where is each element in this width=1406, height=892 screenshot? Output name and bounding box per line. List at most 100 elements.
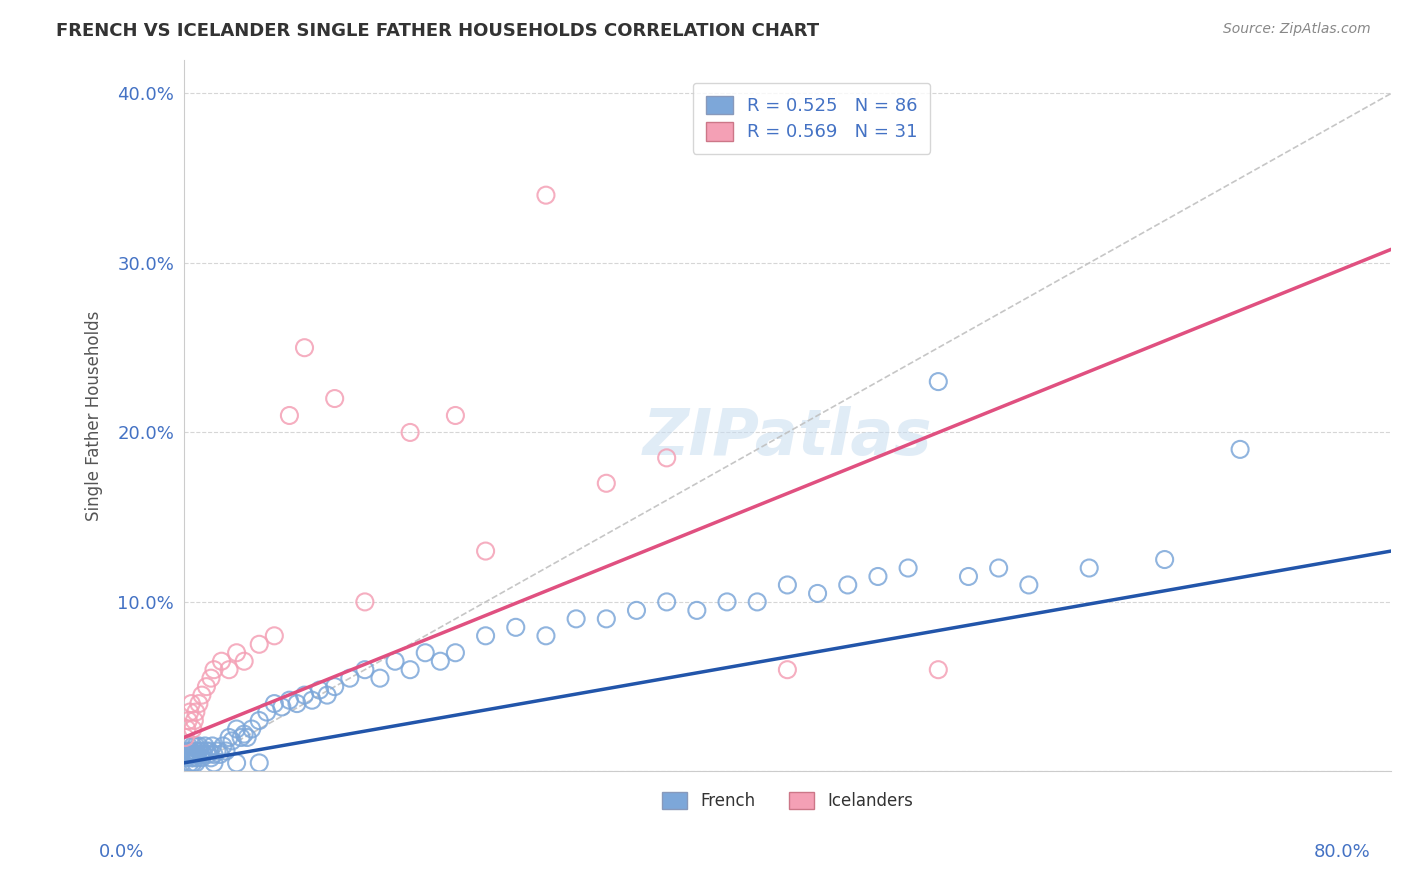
Point (806, 586, 828, 600)
Point (187, 739, 209, 753)
Point (181, 722, 204, 736)
Point (339, 671, 361, 685)
Point (184, 747, 207, 762)
Point (987, 561, 1010, 575)
Point (202, 747, 225, 762)
Point (200, 751, 222, 765)
Point (202, 663, 225, 677)
Point (236, 731, 259, 745)
Text: Source: ZipAtlas.com: Source: ZipAtlas.com (1223, 22, 1371, 37)
Point (208, 747, 231, 762)
Point (205, 744, 228, 758)
Point (278, 693, 301, 707)
Point (197, 747, 219, 762)
Point (247, 637, 270, 651)
Point (198, 744, 221, 758)
Point (247, 756, 270, 770)
Point (354, 663, 377, 677)
Point (270, 700, 292, 714)
Point (181, 747, 204, 762)
Point (565, 612, 588, 626)
Point (177, 714, 200, 728)
Point (225, 722, 247, 736)
Point (474, 629, 496, 643)
Point (429, 654, 451, 668)
Point (399, 425, 422, 440)
Point (191, 744, 214, 758)
Point (957, 569, 980, 583)
Point (595, 612, 617, 626)
Point (183, 744, 205, 758)
Point (183, 751, 205, 765)
Point (176, 722, 198, 736)
Point (256, 705, 278, 719)
Point (218, 663, 240, 677)
Point (180, 697, 202, 711)
Point (177, 744, 200, 758)
Point (174, 747, 197, 762)
Point (399, 663, 422, 677)
Point (221, 734, 243, 748)
Point (747, 595, 769, 609)
Point (263, 697, 285, 711)
Point (776, 578, 799, 592)
Point (897, 561, 920, 575)
Point (187, 744, 209, 758)
Point (179, 705, 201, 719)
Point (534, 629, 557, 643)
Point (534, 188, 557, 202)
Point (294, 688, 316, 702)
Point (308, 683, 330, 698)
Point (233, 654, 256, 668)
Point (323, 392, 346, 406)
Point (716, 595, 738, 609)
Point (927, 663, 949, 677)
Point (776, 663, 799, 677)
Point (183, 714, 205, 728)
Point (278, 409, 301, 423)
Point (177, 739, 200, 753)
Point (202, 756, 225, 770)
Point (444, 646, 467, 660)
Point (233, 727, 256, 741)
Point (215, 744, 238, 758)
Point (368, 671, 391, 685)
Point (927, 375, 949, 389)
Point (354, 595, 377, 609)
Point (294, 341, 316, 355)
Point (184, 739, 207, 753)
Point (225, 646, 247, 660)
Point (285, 697, 308, 711)
Point (193, 747, 215, 762)
Point (1153, 552, 1175, 566)
Point (595, 476, 617, 491)
Point (179, 747, 201, 762)
Text: FRENCH VS ICELANDER SINGLE FATHER HOUSEHOLDS CORRELATION CHART: FRENCH VS ICELANDER SINGLE FATHER HOUSEH… (56, 22, 820, 40)
Point (655, 595, 678, 609)
Point (174, 731, 197, 745)
Point (218, 731, 240, 745)
Point (301, 693, 323, 707)
Text: ZIPatlas: ZIPatlas (643, 406, 932, 467)
Point (195, 680, 218, 694)
Point (240, 722, 263, 736)
Point (655, 450, 678, 465)
Point (474, 544, 496, 558)
Point (211, 654, 233, 668)
Point (181, 756, 204, 770)
Point (176, 751, 198, 765)
Point (186, 751, 208, 765)
Point (837, 578, 859, 592)
Point (181, 739, 204, 753)
Point (191, 688, 214, 702)
Legend: French, Icelanders: French, Icelanders (655, 785, 920, 816)
Point (212, 739, 235, 753)
Y-axis label: Single Father Households: Single Father Households (86, 310, 103, 521)
Point (323, 680, 346, 694)
Point (626, 603, 648, 617)
Point (201, 739, 224, 753)
Text: 0.0%: 0.0% (98, 843, 143, 861)
Point (247, 714, 270, 728)
Point (184, 756, 207, 770)
Point (316, 688, 339, 702)
